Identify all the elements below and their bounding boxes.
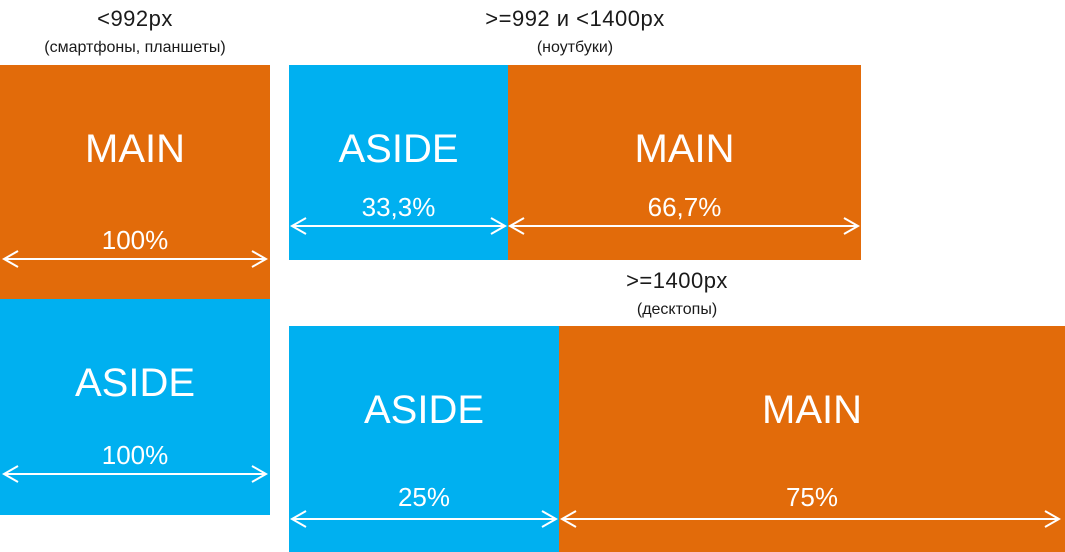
double-headed-arrow-icon (559, 510, 1062, 528)
mobile-main-width-label: 100% (101, 225, 169, 255)
mobile-subtitle: (смартфоны, планшеты) (44, 39, 226, 56)
desktop-aside-width-label: 25% (397, 482, 451, 512)
desktop-main-width-label: 75% (785, 482, 839, 512)
laptop-main-label: MAIN (634, 127, 735, 171)
desktop-title: >=1400px (626, 268, 728, 293)
laptop-title: >=992 и <1400px (485, 6, 665, 31)
mobile-main-block: MAIN 100% (0, 65, 270, 299)
laptop-aside-block: ASIDE 33,3% (289, 65, 508, 260)
mobile-aside-width-label: 100% (101, 440, 169, 470)
mobile-main-label: MAIN (85, 127, 185, 171)
desktop-main-label: MAIN (762, 388, 862, 432)
mobile-aside-label: ASIDE (74, 361, 196, 405)
desktop-aside-block: ASIDE 25% (289, 326, 559, 552)
double-headed-arrow-icon (289, 510, 559, 528)
desktop-aside-label: ASIDE (363, 388, 485, 432)
double-headed-arrow-icon (1, 250, 269, 268)
mobile-aside-block: ASIDE 100% (0, 299, 270, 515)
double-headed-arrow-icon (508, 217, 861, 235)
desktop-main-block: MAIN 75% (559, 326, 1065, 552)
laptop-aside-width-label: 33,3% (361, 192, 436, 222)
double-headed-arrow-icon (1, 465, 269, 483)
mobile-title: <992px (97, 6, 173, 31)
double-headed-arrow-icon (289, 217, 508, 235)
laptop-aside-label: ASIDE (338, 127, 459, 171)
laptop-subtitle: (ноутбуки) (536, 39, 614, 56)
desktop-subtitle: (десктопы) (636, 301, 718, 318)
laptop-main-width-label: 66,7% (647, 192, 722, 222)
laptop-main-block: MAIN 66,7% (508, 65, 861, 260)
